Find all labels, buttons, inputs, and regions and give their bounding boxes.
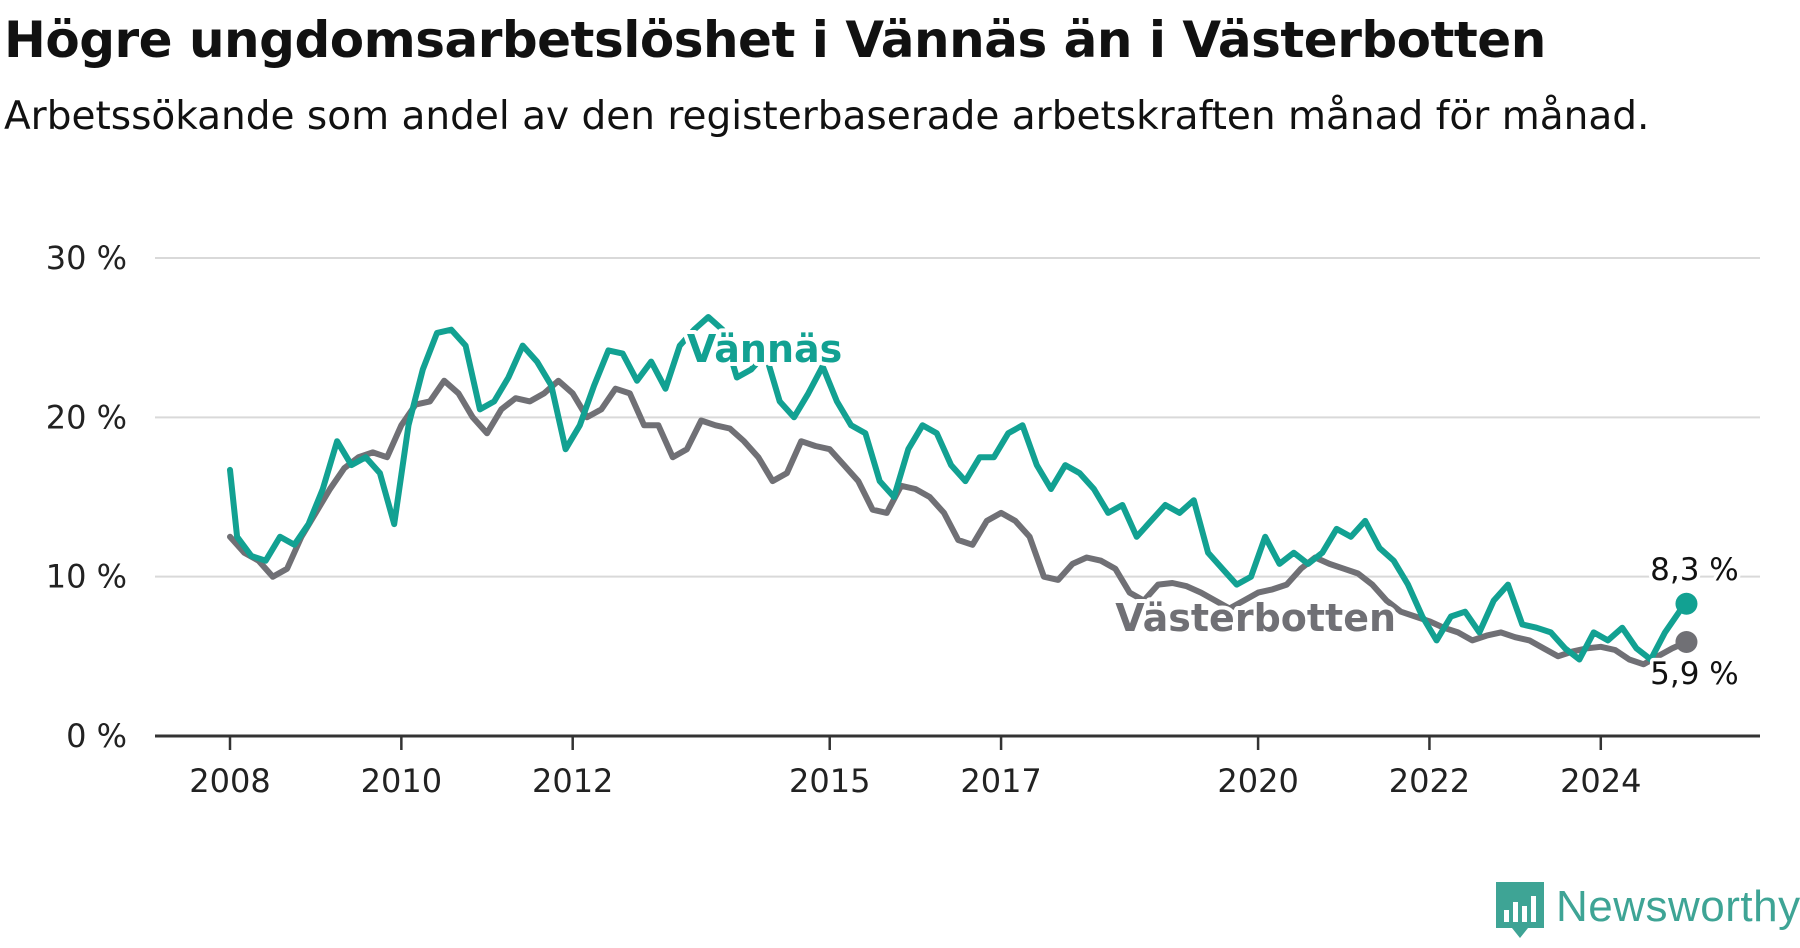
series-label-vasterbotten: Västerbotten — [1115, 596, 1396, 640]
series-labels: Västerbotten Vännäs 5,9 % 8,3 % — [683, 323, 1742, 696]
y-tick-label: 10 % — [46, 558, 127, 596]
x-tick-label: 2022 — [1389, 762, 1470, 800]
x-tick-label: 2015 — [789, 762, 870, 800]
x-tick-label: 2010 — [361, 762, 442, 800]
x-tick-label: 2008 — [189, 762, 270, 800]
x-tick-label: 2020 — [1217, 762, 1298, 800]
series-line-vannas — [227, 314, 1690, 663]
end-marker-vannas — [1675, 592, 1698, 615]
series-lines — [227, 314, 1698, 668]
chart-title: Högre ungdomsarbetslöshet i Vännäs än i … — [4, 11, 1546, 69]
y-axis-ticks: 0 % 10 % 20 % 30 % — [46, 239, 127, 755]
end-marker-vasterbotten — [1675, 630, 1698, 653]
x-tick-label: 2024 — [1560, 762, 1641, 800]
x-tick-label: 2017 — [960, 762, 1041, 800]
newsworthy-logo-icon — [1496, 882, 1544, 938]
y-tick-label: 30 % — [46, 239, 127, 277]
y-tick-label: 20 % — [46, 398, 127, 436]
y-tick-label: 0 % — [66, 717, 127, 755]
gridlines — [155, 257, 1760, 578]
series-label-vannas: Vännäs — [687, 327, 842, 371]
chart-subtitle: Arbetssökande som andel av den registerb… — [4, 94, 1650, 139]
series-line-vasterbotten — [227, 377, 1690, 668]
x-axis: 2008 2010 2012 2015 2017 2020 2022 2024 — [155, 734, 1760, 800]
end-value-label-vasterbotten: 5,9 % — [1650, 656, 1739, 692]
newsworthy-logo-text: Newsworthy — [1556, 882, 1800, 931]
x-tick-label: 2012 — [532, 762, 613, 800]
end-value-label-vannas: 8,3 % — [1650, 552, 1739, 588]
